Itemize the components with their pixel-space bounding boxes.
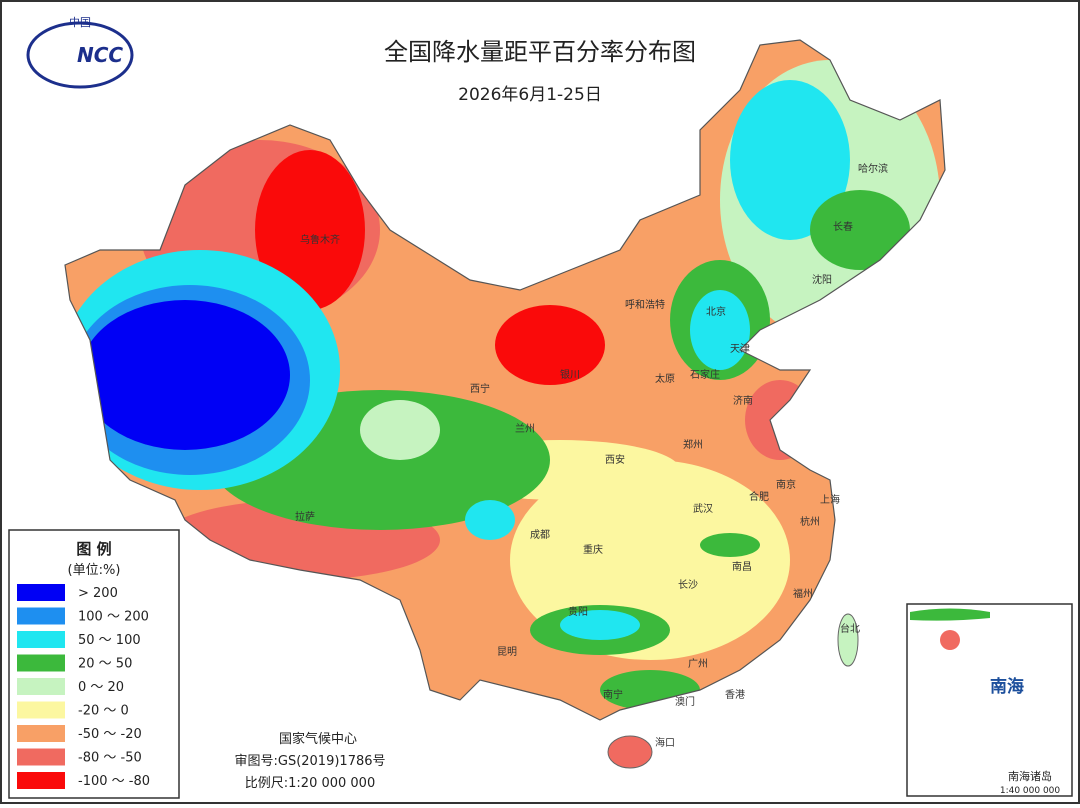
city-label: 呼和浩特 xyxy=(625,299,665,311)
legend-label: 100 ～ 200 xyxy=(78,610,149,625)
inset-coast xyxy=(910,608,990,621)
legend-swatch xyxy=(17,748,65,766)
legend-label: -80 ～ -50 xyxy=(78,751,142,766)
city-label: 天津 xyxy=(730,343,750,355)
logo: 中国 NCC xyxy=(26,16,134,89)
city-label: 石家庄 xyxy=(690,368,720,381)
legend-label: -20 ～ 0 xyxy=(78,704,129,719)
legend-label: 20 ～ 50 xyxy=(78,657,132,672)
city-label: 西宁 xyxy=(470,382,490,395)
city-label: 南宁 xyxy=(603,688,623,701)
city-label: 郑州 xyxy=(683,438,703,451)
city-label: 西安 xyxy=(605,453,625,466)
city-label: 哈尔滨 xyxy=(858,162,888,175)
city-label: 兰州 xyxy=(515,422,535,435)
city-label: 南昌 xyxy=(732,560,752,573)
inset: 南海 南海诸岛 1:40 000 000 xyxy=(906,603,1073,797)
city-label: 香港 xyxy=(725,689,745,701)
legend-label: 50 ～ 100 xyxy=(78,633,141,648)
legend-label: 0 ～ 20 xyxy=(78,680,124,695)
taiwan xyxy=(837,613,859,667)
city-label: 济南 xyxy=(733,394,753,407)
inset-islands: 南海诸岛 xyxy=(1008,769,1052,783)
city-label: 广州 xyxy=(688,658,708,670)
legend-swatch xyxy=(17,584,65,601)
city-label: 武汉 xyxy=(693,502,713,515)
inset-hainan xyxy=(940,630,960,650)
inset-scale: 1:40 000 000 xyxy=(1000,786,1061,796)
title: 全国降水量距平百分率分布图 xyxy=(384,38,696,66)
city-label: 上海 xyxy=(820,493,840,506)
logo-top: 中国 xyxy=(69,16,91,29)
city-label: 重庆 xyxy=(583,543,603,556)
city-label: 福州 xyxy=(793,587,813,600)
city-label: 银川 xyxy=(560,368,580,381)
city-label: 南京 xyxy=(776,478,796,491)
footer-scale: 比例尺:1:20 000 000 xyxy=(245,776,375,791)
legend-swatch xyxy=(17,701,65,719)
city-label: 拉萨 xyxy=(295,510,315,523)
city-label: 昆明 xyxy=(497,646,517,658)
legend-swatch xyxy=(17,654,65,672)
city-labels: 乌鲁木齐 拉萨 西宁 兰州 银川 呼和浩特 北京 天津 石家庄 太原 济南 郑州… xyxy=(295,162,888,749)
legend-swatch xyxy=(17,772,65,789)
logo-text: NCC xyxy=(77,43,123,67)
legend: 图 例 (单位:%) > 200 100 ～ 200 50 ～ 100 20 ～ 50… xyxy=(8,529,180,799)
footer-approval: 审图号:GS(2019)1786号 xyxy=(234,754,385,769)
city-label: 乌鲁木齐 xyxy=(300,233,340,246)
city-label: 澳门 xyxy=(675,695,695,708)
legend-title: 图 例 xyxy=(76,540,111,558)
city-label: 长春 xyxy=(833,221,853,233)
logo-ring xyxy=(26,21,134,89)
border xyxy=(64,39,946,721)
subtitle: 2026年6月1-25日 xyxy=(458,85,602,105)
city-label: 合肥 xyxy=(749,490,769,503)
footer-agency: 国家气候中心 xyxy=(279,731,357,747)
city-label: 沈阳 xyxy=(812,273,832,286)
legend-unit: (单位:%) xyxy=(68,563,121,578)
legend-items: > 200 100 ～ 200 50 ～ 100 20 ～ 50 0 ～ 20 -20 ～… xyxy=(17,584,150,789)
city-label: 成都 xyxy=(530,529,550,541)
inset-box xyxy=(906,603,1073,797)
legend-swatch xyxy=(17,678,65,695)
inset-sea: 南海 xyxy=(990,676,1024,697)
city-label: 台北 xyxy=(840,622,860,635)
legend-swatch xyxy=(17,631,65,648)
hainan xyxy=(607,735,653,769)
city-label: 贵阳 xyxy=(568,605,588,618)
city-label: 太原 xyxy=(655,372,675,385)
city-label: 长沙 xyxy=(678,579,698,591)
legend-label: -100 ～ -80 xyxy=(78,774,150,789)
city-label: 杭州 xyxy=(800,515,820,528)
legend-swatch xyxy=(17,725,65,742)
city-label: 海口 xyxy=(655,736,675,749)
legend-label: > 200 xyxy=(78,586,118,601)
legend-swatch xyxy=(17,607,65,625)
city-label: 北京 xyxy=(706,305,726,318)
legend-label: -50 ～ -20 xyxy=(78,727,142,742)
